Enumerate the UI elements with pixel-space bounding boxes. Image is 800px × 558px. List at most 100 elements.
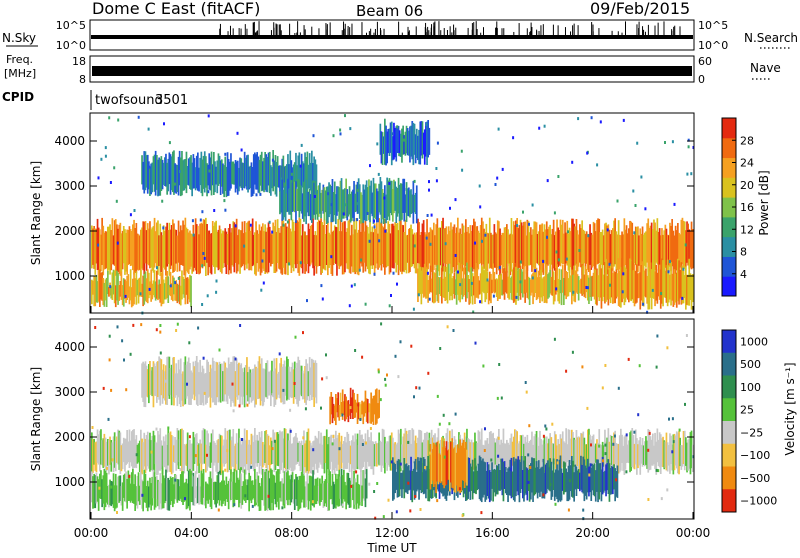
heatmap-cell [268, 226, 271, 263]
heatmap-cell [252, 368, 255, 400]
heatmap-cell [414, 234, 417, 274]
heatmap-cell [443, 228, 445, 264]
heatmap-cell [612, 228, 614, 271]
heatmap-cell [412, 122, 415, 166]
heatmap-cell [559, 279, 562, 294]
heatmap-cell [477, 463, 480, 490]
heatmap-cell [300, 153, 303, 188]
heatmap-cell [177, 430, 180, 469]
heatmap-cell [128, 226, 131, 264]
heatmap-cell [376, 388, 378, 424]
heatmap-cell [234, 371, 237, 407]
heatmap-cell [97, 227, 100, 275]
heatmap-cell [516, 459, 518, 492]
heatmap-cell [100, 272, 102, 300]
heatmap-cell [557, 278, 559, 302]
heatmap-cell [549, 433, 551, 466]
heatmap-cell [691, 274, 694, 303]
heatmap-cell [515, 266, 517, 305]
heatmap-cell [116, 485, 118, 508]
heatmap-cell [229, 161, 231, 191]
heatmap-cell [293, 361, 296, 398]
heatmap-cell [537, 231, 540, 266]
heatmap-cell [673, 202, 676, 206]
nave-label: Nave [750, 61, 781, 75]
heatmap-cell [227, 228, 230, 275]
heatmap-cell [241, 486, 244, 505]
heatmap-cell [312, 359, 314, 397]
colorbar-swatch [722, 256, 736, 277]
colorbar-tick-label: 100 [740, 381, 761, 394]
heatmap-cell [501, 458, 504, 496]
heatmap-cell [172, 357, 174, 397]
heatmap-cell [332, 434, 335, 438]
heatmap-cell [271, 360, 273, 396]
heatmap-cell [600, 268, 603, 309]
heatmap-cell [564, 222, 566, 271]
heatmap-cell [645, 231, 647, 268]
heatmap-cell [470, 281, 473, 285]
heatmap-cell [361, 434, 363, 469]
heatmap-cell [301, 193, 304, 219]
heatmap-cell [286, 220, 289, 224]
heatmap-cell [543, 224, 546, 264]
heatmap-cell [304, 152, 306, 191]
heatmap-cell [125, 232, 127, 272]
heatmap-cell [667, 235, 670, 272]
heatmap-cell [101, 479, 103, 508]
heatmap-cell [550, 276, 553, 295]
heatmap-cell [321, 222, 323, 273]
heatmap-cell [534, 467, 537, 495]
heatmap-cell [517, 443, 520, 469]
heatmap-cell [346, 472, 349, 504]
heatmap-cell [409, 509, 412, 513]
heatmap-cell [582, 508, 585, 512]
heatmap-cell [127, 441, 130, 463]
heatmap-cell [649, 262, 652, 298]
heatmap-cell [361, 443, 364, 446]
heatmap-cell [578, 249, 581, 252]
heatmap-cell [598, 463, 601, 500]
heatmap-cell [459, 439, 461, 494]
heatmap-cell [262, 161, 264, 191]
heatmap-cell [527, 276, 530, 300]
heatmap-cell [604, 364, 607, 367]
heatmap-cell [511, 471, 514, 498]
heatmap-cell [486, 271, 489, 293]
heatmap-cell [190, 275, 192, 307]
heatmap-cell [255, 440, 257, 464]
heatmap-cell [161, 235, 164, 276]
heatmap-cell [317, 185, 320, 217]
heatmap-cell [289, 429, 292, 433]
heatmap-cell [580, 455, 582, 490]
heatmap-cell [542, 434, 545, 438]
heatmap-cell [206, 163, 208, 197]
heatmap-cell [423, 459, 426, 494]
heatmap-cell [117, 476, 119, 504]
heatmap-cell [290, 474, 293, 503]
heatmap-cell [149, 432, 151, 472]
heatmap-cell [274, 219, 277, 273]
heatmap-cell [583, 230, 586, 264]
heatmap-cell [670, 262, 672, 306]
heatmap-cell [628, 263, 630, 303]
heatmap-cell [419, 430, 422, 467]
heatmap-cell [579, 224, 581, 263]
heatmap-cell [506, 224, 508, 273]
heatmap-cell [388, 128, 391, 156]
heatmap-cell [195, 433, 198, 474]
heatmap-cell [325, 225, 328, 265]
heatmap-cell [453, 447, 456, 492]
heatmap-cell [279, 165, 281, 192]
heatmap-cell [496, 220, 499, 268]
heatmap-cell [336, 186, 338, 216]
heatmap-cell [321, 189, 323, 211]
heatmap-cell [514, 225, 516, 263]
heatmap-cell [157, 284, 159, 301]
heatmap-cell [146, 154, 149, 194]
heatmap-cell [458, 448, 460, 492]
heatmap-cell [152, 156, 155, 185]
heatmap-cell [555, 287, 558, 291]
heatmap-cell [448, 422, 451, 426]
heatmap-cell [144, 438, 147, 474]
